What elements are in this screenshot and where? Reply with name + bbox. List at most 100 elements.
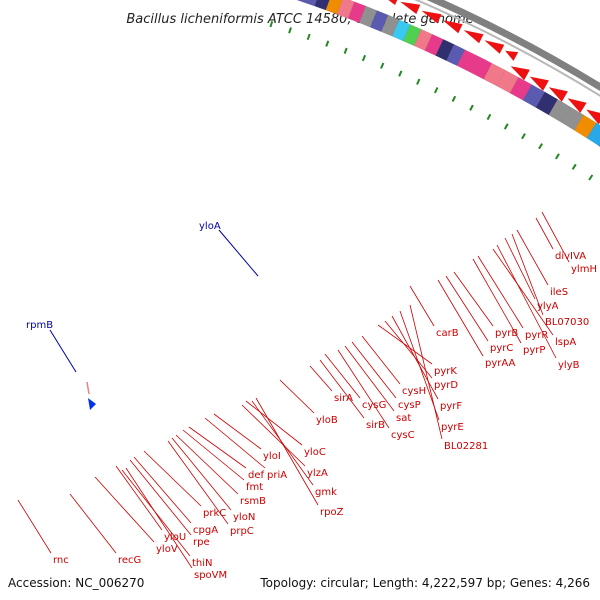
rpmB-marker (86, 381, 90, 395)
gene-label-prpC: prpC (230, 526, 254, 537)
gene-arrow (510, 66, 530, 81)
position-tick (588, 174, 594, 181)
gene-label-fmt: fmt (246, 482, 263, 493)
gene-arrow (388, 0, 398, 5)
position-tick (503, 123, 509, 130)
position-tick (451, 95, 457, 102)
gene-label-pyrK: pyrK (434, 366, 457, 377)
label-line (17, 499, 52, 554)
position-tick (433, 87, 439, 94)
label-line (125, 467, 193, 569)
label-line (399, 310, 440, 421)
gene-arrow (505, 50, 519, 61)
label-line (69, 493, 117, 554)
gene-arrow (484, 40, 505, 54)
label-line (361, 335, 401, 385)
label-line (516, 229, 549, 286)
label-line (391, 315, 439, 400)
gene-label-rnc: rnc (53, 555, 69, 566)
label-line (492, 248, 554, 336)
label-line (204, 417, 266, 469)
gene-label-sirB: sirB (366, 420, 385, 431)
gene-label-pyrB: pyrB (495, 328, 518, 339)
label-line (344, 345, 395, 412)
gene-label-thiN: thiN (192, 558, 213, 569)
gene-label-sat: sat (396, 413, 411, 424)
label-line (472, 258, 522, 344)
gene-label-ylyA: ylyA (537, 301, 559, 312)
gene-label-rpoZ: rpoZ (320, 507, 344, 518)
gene-label-rpmB: rpmB (26, 320, 53, 331)
gene-arrow (529, 76, 549, 91)
gene-label-ileS: ileS (550, 287, 568, 298)
gene-label-cysH: cysH (402, 386, 426, 397)
label-line (188, 426, 247, 469)
gene-label-cysC: cysC (391, 430, 415, 441)
label-line (351, 341, 397, 399)
position-tick (306, 33, 311, 41)
label-line (377, 324, 433, 365)
label-line (384, 320, 433, 379)
label-line (94, 476, 155, 543)
gene-label-def: def (248, 470, 265, 481)
gene-label-recG: recG (118, 555, 141, 566)
label-line (309, 365, 333, 392)
gene-label-priA: priA (267, 470, 287, 481)
label-line (453, 271, 494, 327)
gene-arrow (567, 98, 587, 113)
gene-label-yloV: yloV (156, 544, 178, 555)
label-line (437, 279, 484, 357)
gene-arrow (586, 109, 600, 125)
gene-label-cpgA: cpgA (193, 525, 218, 536)
gene-label-yloB: yloB (316, 415, 338, 426)
position-tick (325, 40, 330, 47)
label-line (535, 217, 554, 250)
label-line (167, 440, 229, 525)
gene-label-yloA: yloA (199, 221, 221, 232)
gene-label-BL02281: BL02281 (444, 441, 488, 452)
gene-label-pyrD: pyrD (434, 380, 458, 391)
gene-label-yloN: yloN (233, 512, 255, 523)
label-line (143, 450, 202, 507)
label-line (115, 465, 163, 531)
position-tick (469, 104, 474, 111)
gene-label-spoVM: spoVM (194, 570, 227, 581)
position-tick (486, 113, 492, 121)
gene-label-ylmH: ylmH (571, 264, 597, 275)
position-tick (398, 70, 403, 77)
gene-label-ylyB: ylyB (558, 360, 580, 371)
label-line (241, 404, 306, 467)
gene-arrow (548, 87, 568, 102)
label-line (541, 211, 570, 263)
label-line (319, 359, 365, 419)
scale-ticks: 1705 kbp1710 kbp1715 kbp1720 kbp1725 kbp… (322, 0, 600, 268)
rpmB-arrow (88, 398, 96, 410)
position-tick (416, 78, 421, 85)
gene-label-pyrAA: pyrAA (485, 358, 515, 369)
position-tick (521, 133, 526, 140)
label-line (218, 229, 259, 277)
gene-label-pyrC: pyrC (490, 343, 513, 354)
map-title: Bacillus licheniformis ATCC 14580, compl… (126, 12, 473, 27)
gene-arrow (400, 1, 421, 15)
accession-text: Accession: NC_006270 (8, 576, 144, 590)
position-tick (343, 47, 348, 54)
label-line (175, 434, 239, 495)
gene-label-BL07030: BL07030 (545, 317, 589, 328)
gene-arrow (463, 30, 484, 44)
topology-text: Topology: circular; Length: 4,222,597 bp… (259, 576, 590, 590)
position-tick (571, 163, 577, 170)
gene-label-ylzA: ylzA (307, 468, 328, 479)
gene-tracks (86, 0, 600, 410)
gene-label-yloI: yloI (263, 451, 281, 462)
label-line (504, 237, 536, 300)
gene-label-rsmB: rsmB (240, 496, 266, 507)
gene-label-cysP: cysP (398, 400, 421, 411)
label-line (245, 400, 303, 446)
label-line (445, 275, 489, 342)
label-line (49, 329, 77, 373)
gene-arrow (442, 20, 463, 34)
gene-label-pyrE: pyrE (441, 422, 464, 433)
